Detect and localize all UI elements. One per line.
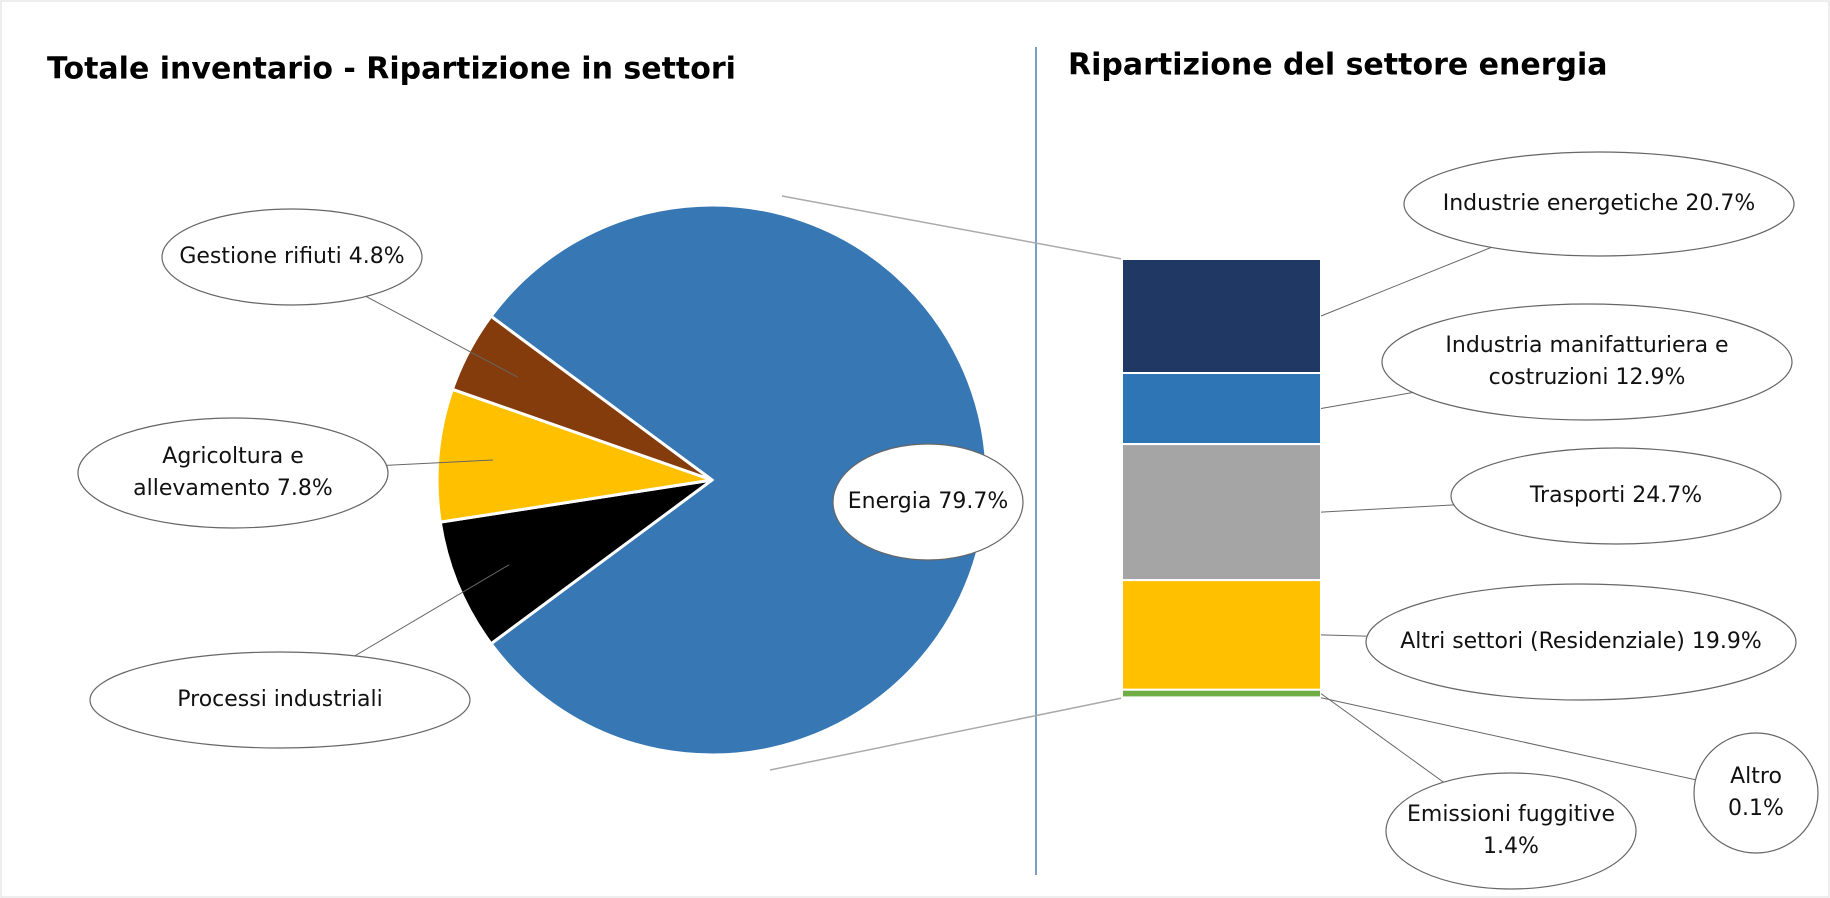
data-label: Industrie energetiche 20.7% xyxy=(1434,188,1764,220)
data-label: Gestione rifiuti 4.8% xyxy=(172,241,412,273)
callout xyxy=(1693,732,1819,854)
value-label: 1.4% xyxy=(1483,834,1539,859)
value-label: 24.7% xyxy=(1632,483,1703,508)
callout-line xyxy=(1320,697,1757,794)
bar-segment xyxy=(1121,443,1322,582)
value-label: 79.7% xyxy=(938,489,1009,514)
value-label: 4.8% xyxy=(348,244,405,269)
category-label: Agricoltura e allevamento xyxy=(133,444,304,501)
value-label: 7.8% xyxy=(276,476,333,501)
pie-title: Totale inventario - Ripartizione in sett… xyxy=(47,52,736,87)
callout xyxy=(161,208,423,306)
category-label: Energia xyxy=(847,489,932,514)
data-label: Energia 79.7% xyxy=(838,486,1018,518)
category-label: Processi industriali xyxy=(177,687,383,712)
category-label: Emissioni fuggitive xyxy=(1406,802,1615,827)
callout xyxy=(77,417,389,529)
callout xyxy=(832,443,1024,561)
bar-segment xyxy=(1121,372,1322,446)
callout xyxy=(1381,303,1793,421)
data-label: Processi industriali xyxy=(110,684,450,716)
category-label: Altro xyxy=(1730,764,1782,789)
data-label: Industria manifatturiera e costruzioni 1… xyxy=(1407,330,1767,394)
callout xyxy=(89,651,471,749)
callout xyxy=(1365,583,1797,701)
data-label: Trasporti 24.7% xyxy=(1471,480,1761,512)
connector xyxy=(781,195,1123,260)
bar-segment xyxy=(1121,579,1322,691)
data-label: Agricoltura e allevamento 7.8% xyxy=(93,441,373,505)
callout xyxy=(1450,447,1782,545)
bar-segment xyxy=(1121,696,1322,699)
data-label: Emissioni fuggitive 1.4% xyxy=(1401,799,1621,863)
data-label: Altro 0.1% xyxy=(1706,761,1806,825)
bar-segment xyxy=(1121,258,1322,375)
category-label: Industria manifatturiera e costruzioni xyxy=(1445,333,1729,390)
callout xyxy=(1385,772,1637,890)
value-label: 12.9% xyxy=(1615,365,1686,390)
value-label: 0.1% xyxy=(1728,796,1784,821)
category-label: Altri settori (Residenziale) xyxy=(1400,629,1685,654)
category-label: Gestione rifiuti xyxy=(179,244,342,269)
pie-slice xyxy=(435,387,713,524)
data-label: Altri settori (Residenziale) 19.9% xyxy=(1396,626,1766,658)
callout xyxy=(1403,151,1795,257)
pie-slice xyxy=(438,478,713,646)
category-label: Trasporti xyxy=(1529,483,1626,508)
bar-segment xyxy=(1121,688,1322,699)
bar-title: Ripartizione del settore energia xyxy=(1068,48,1608,83)
category-label: Industrie energetiche xyxy=(1442,191,1679,216)
connector xyxy=(769,697,1123,771)
value-label: 20.7% xyxy=(1685,191,1756,216)
value-label: 19.9% xyxy=(1691,629,1762,654)
